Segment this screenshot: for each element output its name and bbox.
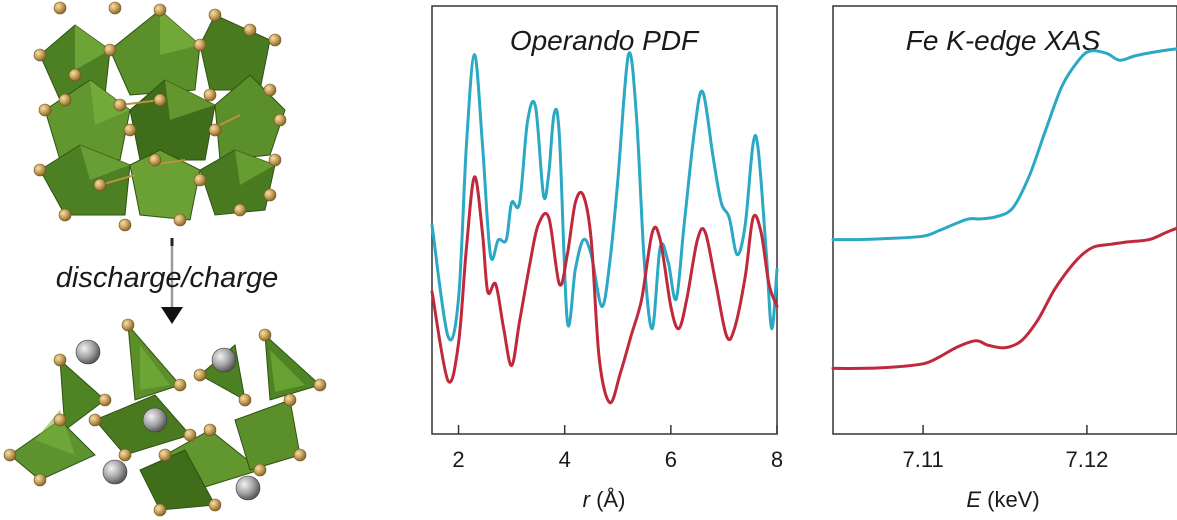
xas-x-tick-label-2: 7.12 <box>1065 447 1108 472</box>
discharge-charge-arrow <box>161 238 183 324</box>
pdf-x-tick-label-1: 2 <box>452 447 464 472</box>
crystal-structure-tetrahedral <box>3 318 327 517</box>
xas-series-line-2 <box>831 226 1177 370</box>
xas-x-tick-label-1: 7.11 <box>903 447 944 472</box>
pdf-x-axis-label: r (Å) <box>583 487 626 512</box>
xas-chart-title: Fe K-edge XAS <box>906 25 1101 56</box>
pdf-plot-frame <box>431 5 778 435</box>
crystal-structure-octahedral <box>33 1 287 232</box>
xas-x-axis-label: E (keV) <box>966 487 1039 512</box>
process-label: discharge/charge <box>56 262 278 294</box>
pdf-series-line-2 <box>430 175 779 405</box>
xas-chart-marks: 7.11 7.12 <box>831 47 1177 472</box>
pdf-x-tick-label-2: 4 <box>559 447 571 472</box>
xas-series-line-1 <box>831 47 1177 242</box>
pdf-chart-marks: 2 4 6 8 <box>430 51 783 472</box>
pdf-x-tick-label-4: 8 <box>771 447 783 472</box>
pdf-chart-title: Operando PDF <box>510 25 700 56</box>
pdf-x-tick-label-3: 6 <box>665 447 677 472</box>
pdf-series-line-1 <box>430 51 779 342</box>
xas-plot-frame <box>832 5 1177 435</box>
